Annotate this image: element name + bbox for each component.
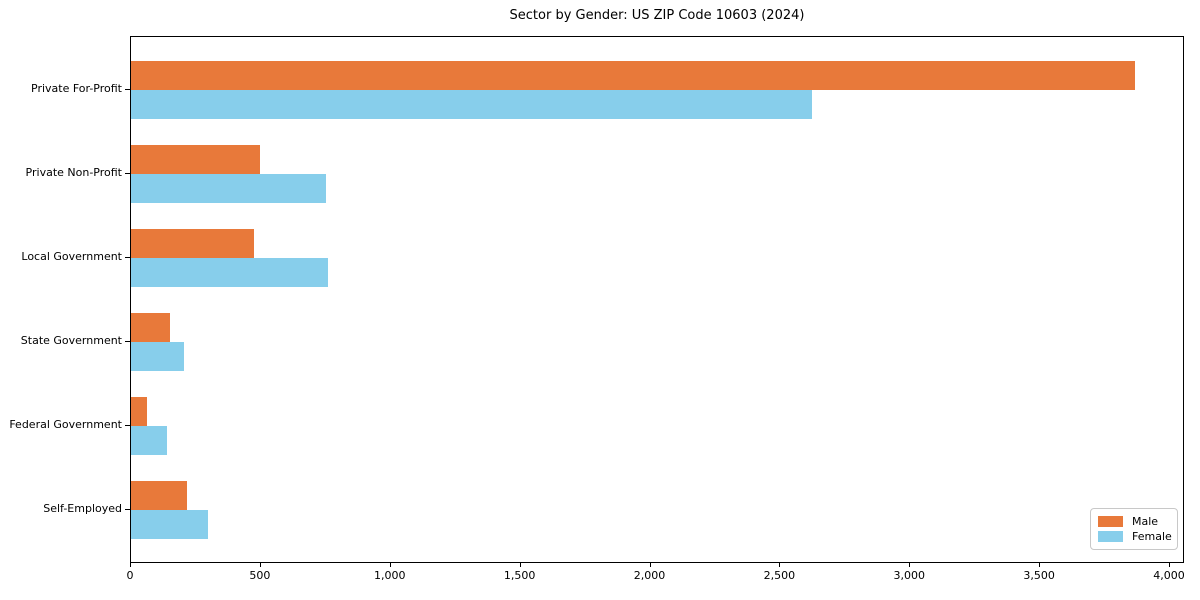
- legend-swatch-female: [1098, 531, 1123, 542]
- x-axis-tick: [389, 563, 391, 567]
- plot-area: [130, 36, 1184, 563]
- y-axis-label: Federal Government: [9, 417, 122, 431]
- legend-label-female: Female: [1132, 530, 1172, 543]
- x-axis-tick-label: 1,000: [374, 569, 406, 582]
- x-axis-tick-label: 3,000: [893, 569, 926, 582]
- legend: Male Female: [1090, 508, 1178, 550]
- legend-item-female: Female: [1098, 530, 1172, 543]
- bar-male: [131, 481, 187, 510]
- bar-female: [131, 173, 326, 203]
- y-axis-tick: [125, 509, 130, 510]
- y-axis-tick: [125, 88, 130, 90]
- bar-female: [131, 425, 168, 455]
- x-axis-tick: [130, 563, 131, 567]
- legend-label-male: Male: [1132, 515, 1159, 528]
- x-axis-tick: [259, 563, 261, 567]
- legend-swatch-male: [1098, 516, 1123, 527]
- x-axis-tick: [519, 563, 521, 567]
- bar-male: [131, 60, 1135, 90]
- x-axis-tick-label: 1,500: [503, 569, 536, 582]
- bar-male: [131, 144, 260, 174]
- x-axis-tick: [779, 563, 781, 567]
- bar-male: [131, 396, 147, 426]
- bar-female: [131, 257, 329, 287]
- y-axis-label: Self-Employed: [43, 502, 122, 515]
- x-axis-tick-label: 2,500: [763, 569, 796, 582]
- y-axis-label: State Government: [20, 333, 122, 347]
- x-axis-tick: [1039, 563, 1041, 567]
- chart-title: Sector by Gender: US ZIP Code 10603 (202…: [509, 8, 805, 23]
- y-axis-label: Private For-Profit: [31, 81, 122, 95]
- y-axis-label: Local Government: [21, 249, 122, 263]
- bar-female: [131, 89, 812, 119]
- y-axis-tick: [125, 256, 130, 258]
- x-axis-tick-label: 2,000: [633, 569, 666, 582]
- x-axis-tick: [649, 563, 651, 567]
- y-axis-label: Private Non-Profit: [25, 165, 122, 179]
- bar-female: [131, 510, 208, 539]
- x-axis-tick-label: 3,500: [1023, 569, 1055, 582]
- bar-male: [131, 312, 170, 342]
- y-axis-tick: [125, 424, 130, 426]
- x-axis-tick-label: 0: [126, 569, 134, 582]
- x-axis-tick: [909, 563, 911, 567]
- y-axis-tick: [125, 172, 130, 174]
- bar-female: [131, 341, 185, 371]
- y-axis-tick: [125, 340, 130, 342]
- x-axis-tick: [1169, 563, 1170, 567]
- bar-male: [131, 228, 255, 258]
- x-axis-tick-label: 500: [249, 569, 271, 582]
- legend-item-male: Male: [1098, 515, 1170, 528]
- x-axis-tick-label: 4,000: [1153, 569, 1185, 582]
